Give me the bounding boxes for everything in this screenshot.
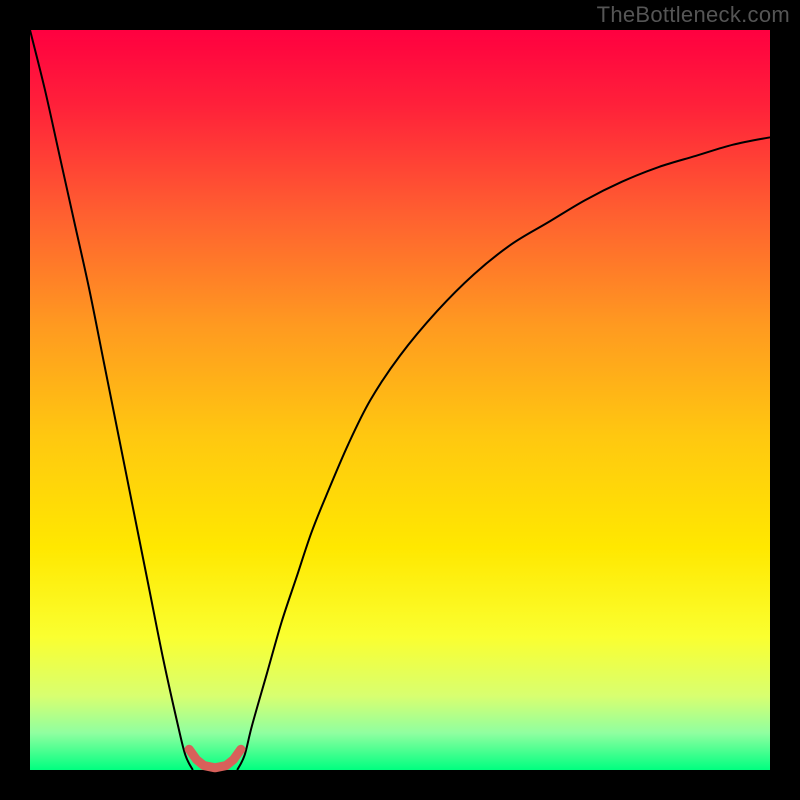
bottleneck-chart [0, 0, 800, 800]
watermark-text: TheBottleneck.com [597, 2, 790, 28]
plot-background [30, 30, 770, 770]
